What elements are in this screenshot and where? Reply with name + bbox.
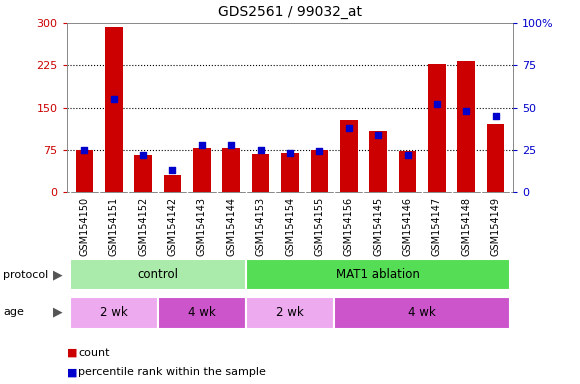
Text: percentile rank within the sample: percentile rank within the sample — [78, 367, 266, 377]
Bar — [252, 154, 270, 192]
Text: ▶: ▶ — [53, 305, 63, 318]
Point — [344, 125, 353, 131]
Point — [139, 152, 148, 158]
Text: GSM154145: GSM154145 — [373, 197, 383, 256]
Text: protocol: protocol — [3, 270, 48, 280]
Text: GSM154149: GSM154149 — [491, 197, 501, 256]
Bar — [135, 156, 152, 192]
Bar — [193, 148, 211, 192]
Text: 2 wk: 2 wk — [276, 306, 304, 319]
Bar — [310, 150, 328, 192]
Text: ▶: ▶ — [53, 268, 63, 281]
Text: GSM154154: GSM154154 — [285, 197, 295, 256]
Point — [227, 142, 236, 148]
Text: 2 wk: 2 wk — [100, 306, 128, 319]
Point — [374, 131, 383, 137]
Point — [285, 150, 295, 156]
Text: GSM154142: GSM154142 — [168, 197, 177, 256]
Text: count: count — [78, 348, 110, 358]
Bar — [75, 150, 93, 192]
Bar — [164, 175, 182, 192]
Point — [256, 147, 265, 153]
Point — [197, 142, 206, 148]
Point — [491, 113, 501, 119]
Bar — [487, 124, 505, 192]
Bar — [334, 297, 510, 328]
Text: GSM154155: GSM154155 — [314, 197, 324, 256]
Bar — [398, 151, 416, 192]
Title: GDS2561 / 99032_at: GDS2561 / 99032_at — [218, 5, 362, 19]
Bar — [246, 297, 334, 328]
Text: GSM154153: GSM154153 — [256, 197, 266, 256]
Bar — [281, 152, 299, 192]
Point — [462, 108, 471, 114]
Bar — [158, 297, 246, 328]
Point — [432, 101, 441, 107]
Text: 4 wk: 4 wk — [408, 306, 436, 319]
Point — [315, 148, 324, 154]
Text: GSM154146: GSM154146 — [403, 197, 412, 256]
Bar — [340, 120, 358, 192]
Text: control: control — [137, 268, 178, 281]
Bar — [458, 61, 475, 192]
Text: GSM154150: GSM154150 — [79, 197, 89, 256]
Point — [109, 96, 118, 102]
Text: ■: ■ — [67, 367, 77, 377]
Text: GSM154143: GSM154143 — [197, 197, 207, 256]
Bar — [369, 131, 387, 192]
Bar — [246, 259, 510, 290]
Point — [79, 147, 89, 153]
Text: GSM154151: GSM154151 — [108, 197, 119, 256]
Point — [403, 152, 412, 158]
Point — [168, 167, 177, 173]
Text: GSM154152: GSM154152 — [138, 197, 148, 256]
Text: ■: ■ — [67, 348, 77, 358]
Text: 4 wk: 4 wk — [188, 306, 216, 319]
Text: MAT1 ablation: MAT1 ablation — [336, 268, 420, 281]
Bar — [428, 64, 445, 192]
Text: GSM154148: GSM154148 — [461, 197, 472, 256]
Bar — [70, 297, 158, 328]
Text: GSM154144: GSM154144 — [226, 197, 236, 256]
Bar — [222, 148, 240, 192]
Text: age: age — [3, 307, 24, 317]
Text: GSM154156: GSM154156 — [344, 197, 354, 256]
Bar — [70, 259, 246, 290]
Bar — [105, 27, 122, 192]
Text: GSM154147: GSM154147 — [432, 197, 442, 256]
